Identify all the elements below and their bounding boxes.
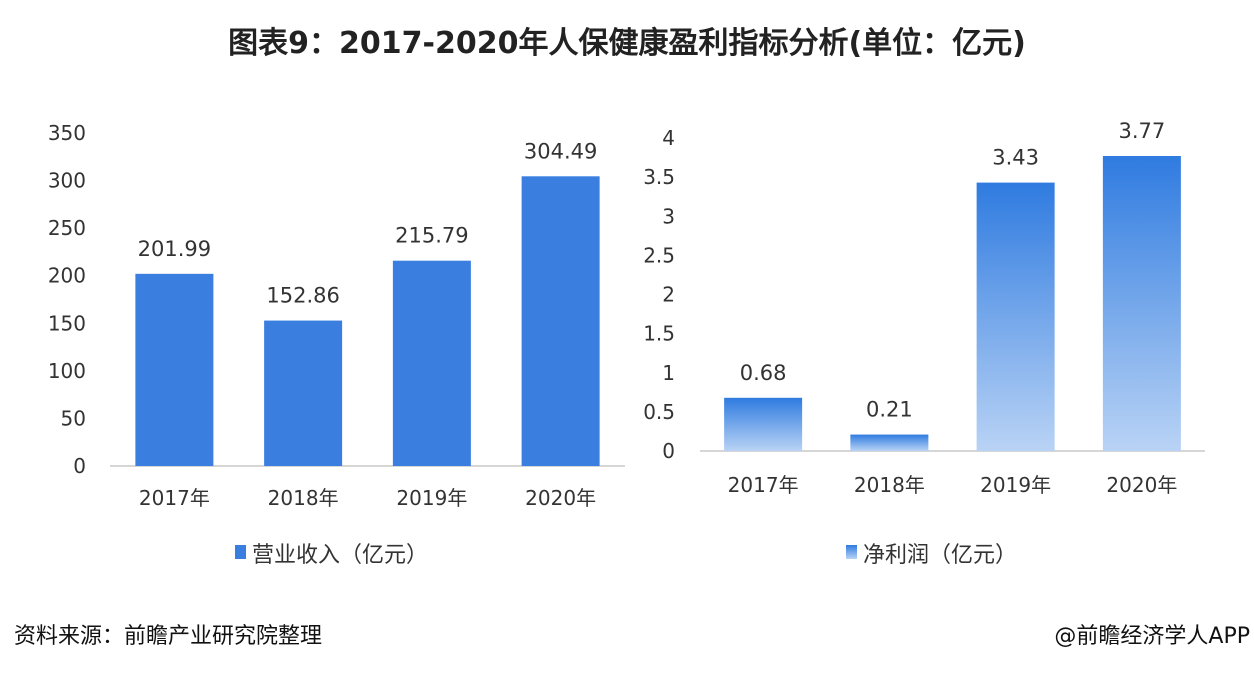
bar: [135, 273, 214, 466]
y-tick-label: 1.5: [643, 322, 675, 346]
data-label: 152.86: [266, 284, 339, 308]
y-tick-label: 2.5: [643, 243, 675, 267]
y-tick-label: 0: [73, 454, 86, 478]
bar: [521, 176, 600, 467]
x-tick-label: 2018年: [268, 486, 339, 510]
data-label: 0.21: [866, 398, 913, 422]
legend-label: 净利润（亿元）: [863, 543, 1017, 568]
data-label: 201.99: [138, 237, 211, 261]
data-label: 215.79: [395, 224, 468, 248]
bar: [976, 182, 1055, 452]
chart-title: 图表9：2017-2020年人保健康盈利指标分析(单位：亿元): [228, 26, 1026, 61]
y-tick-label: 150: [48, 311, 86, 335]
bar: [1102, 155, 1181, 451]
bar: [264, 320, 343, 466]
x-tick-label: 2020年: [1106, 473, 1177, 497]
y-tick-label: 1: [662, 361, 675, 385]
x-tick-label: 2020年: [525, 486, 596, 510]
y-tick-label: 0.5: [643, 400, 675, 424]
bar: [724, 397, 803, 451]
y-tick-label: 350: [48, 121, 86, 145]
x-tick-label: 2017年: [139, 486, 210, 510]
legend-swatch: [235, 545, 246, 559]
y-tick-label: 2: [662, 283, 675, 307]
y-tick-label: 0: [662, 439, 675, 463]
bar: [850, 434, 929, 451]
y-tick-label: 4: [662, 126, 675, 150]
data-label: 304.49: [524, 139, 597, 163]
data-label: 3.77: [1118, 119, 1165, 143]
bar: [392, 260, 471, 466]
x-tick-label: 2019年: [980, 473, 1051, 497]
y-tick-label: 3.5: [643, 165, 675, 189]
legend-label: 营业收入（亿元）: [252, 543, 428, 568]
source-note: 资料来源：前瞻产业研究院整理: [14, 624, 323, 649]
data-label: 0.68: [740, 361, 787, 385]
legend-swatch: [846, 545, 857, 559]
data-label: 3.43: [992, 146, 1039, 170]
x-tick-label: 2019年: [396, 486, 467, 510]
y-tick-label: 50: [61, 406, 86, 430]
x-tick-label: 2017年: [728, 473, 799, 497]
y-tick-label: 100: [48, 359, 86, 383]
y-tick-label: 250: [48, 216, 86, 240]
y-tick-label: 300: [48, 169, 86, 193]
x-tick-label: 2018年: [854, 473, 925, 497]
y-tick-label: 200: [48, 264, 86, 288]
credit-note: @前瞻经济学人APP: [1054, 624, 1250, 649]
y-tick-label: 3: [662, 204, 675, 228]
